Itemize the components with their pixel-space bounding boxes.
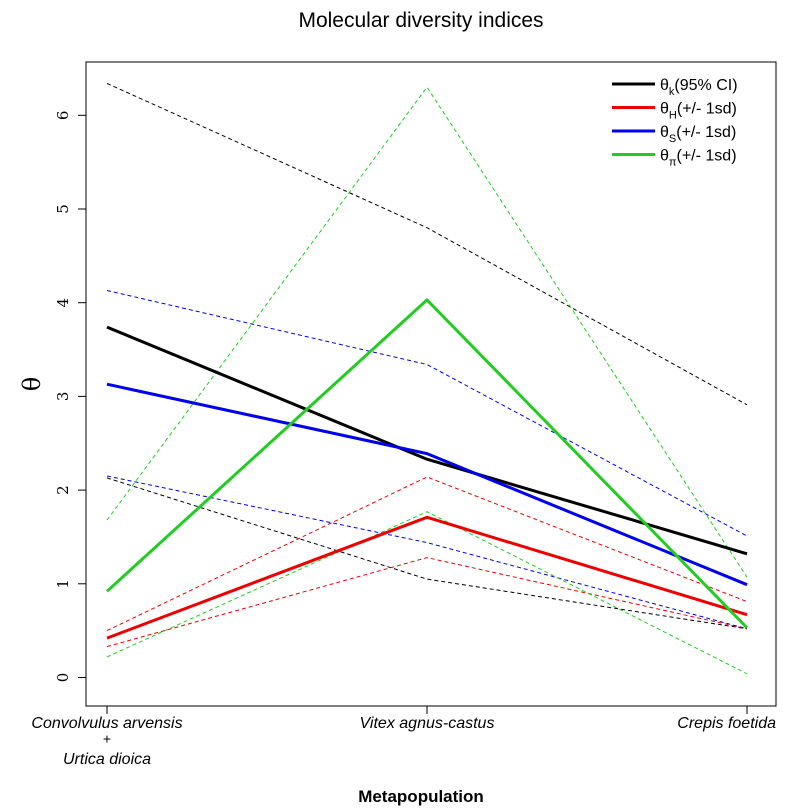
- series-0-upper-bound: [106, 82, 748, 406]
- x-tick-label: Crepis foetida: [677, 715, 776, 732]
- y-tick-label: 0: [54, 673, 72, 683]
- legend-subscript: k: [669, 86, 675, 98]
- y-axis: 0 1 2 3 4 5 6: [54, 111, 86, 683]
- series-2-upper-bound: [106, 290, 748, 537]
- legend-symbol: θ: [660, 148, 669, 165]
- legend-subscript: S: [669, 133, 676, 145]
- x-tick-label: Convolvulus arvensis: [31, 715, 182, 732]
- legend-symbol: θ: [660, 124, 669, 141]
- legend-label: θπ(+/- 1sd): [660, 148, 737, 169]
- y-tick-label: 5: [54, 204, 72, 214]
- legend-subscript: H: [669, 110, 677, 122]
- legend-text: (95% CI): [674, 77, 737, 94]
- series-1-line: [106, 515, 748, 640]
- series-1-lower-bound: [106, 557, 748, 648]
- series-0-line: [106, 325, 748, 556]
- x-tick-label: Urtica dioica: [63, 751, 151, 768]
- series-0-lower-bound: [106, 477, 748, 630]
- series-3-lower-bound: [106, 511, 748, 675]
- y-tick-label: 2: [54, 485, 72, 495]
- ci-lines: [106, 82, 748, 675]
- y-tick-label: 1: [54, 579, 72, 589]
- y-tick-label: 6: [54, 111, 72, 121]
- legend-label: θH(+/- 1sd): [660, 101, 737, 122]
- y-tick-label: 4: [54, 298, 72, 308]
- legend-text: (+/- 1sd): [677, 101, 737, 118]
- x-axis-title: Metapopulation: [358, 787, 484, 806]
- series-1-upper-bound: [106, 476, 748, 632]
- legend-symbol: θ: [660, 77, 669, 94]
- x-axis: Convolvulus arvensis+ Urtica dioica Vitex …: [31, 706, 776, 768]
- legend-label: θk(95% CI): [660, 77, 738, 98]
- legend-subscript: π: [669, 157, 677, 169]
- legend-label: θS(+/- 1sd): [660, 124, 736, 145]
- series-lines: [105, 298, 749, 640]
- legend-text: (+/- 1sd): [677, 148, 737, 165]
- plot-frame: [85, 61, 777, 707]
- series-2-lower-bound: [106, 475, 748, 630]
- chart-title: Molecular diversity indices: [298, 9, 543, 32]
- legend-text: (+/- 1sd): [676, 124, 736, 141]
- legend: θk(95% CI)θH(+/- 1sd)θS(+/- 1sd)θπ(+/- 1…: [612, 77, 738, 169]
- y-tick-label: 3: [54, 392, 72, 402]
- legend-symbol: θ: [660, 101, 669, 118]
- series-3-line: [105, 298, 749, 629]
- y-axis-title: θ: [18, 377, 46, 391]
- x-tick-label: +: [103, 731, 111, 747]
- series-2-line: [106, 382, 748, 587]
- x-tick-label: Vitex agnus-castus: [360, 715, 495, 732]
